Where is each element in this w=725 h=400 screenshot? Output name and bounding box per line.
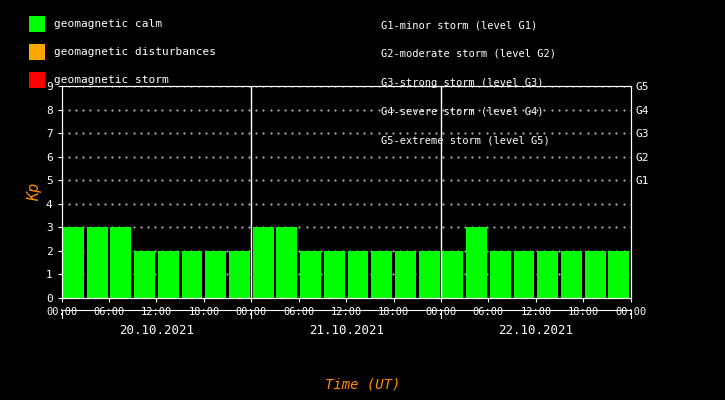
Bar xyxy=(371,251,392,298)
Text: G1-minor storm (level G1): G1-minor storm (level G1) xyxy=(381,20,537,30)
Bar xyxy=(490,251,510,298)
Text: 21.10.2021: 21.10.2021 xyxy=(309,324,384,336)
Bar xyxy=(300,251,321,298)
Bar xyxy=(513,251,534,298)
Bar xyxy=(537,251,558,298)
Text: 20.10.2021: 20.10.2021 xyxy=(119,324,194,336)
Bar xyxy=(205,251,226,298)
Bar xyxy=(110,227,131,298)
Bar xyxy=(229,251,250,298)
Text: geomagnetic calm: geomagnetic calm xyxy=(54,19,162,29)
Bar xyxy=(608,251,629,298)
Bar xyxy=(182,251,202,298)
Text: G5-extreme storm (level G5): G5-extreme storm (level G5) xyxy=(381,135,550,145)
Bar xyxy=(87,227,107,298)
Text: geomagnetic disturbances: geomagnetic disturbances xyxy=(54,47,215,57)
Bar xyxy=(158,251,179,298)
Bar xyxy=(253,227,273,298)
Bar xyxy=(585,251,605,298)
Bar xyxy=(347,251,368,298)
Text: G3-strong storm (level G3): G3-strong storm (level G3) xyxy=(381,78,543,88)
Text: G2-moderate storm (level G2): G2-moderate storm (level G2) xyxy=(381,49,555,59)
Text: Time (UT): Time (UT) xyxy=(325,377,400,391)
Bar xyxy=(561,251,582,298)
Bar xyxy=(395,251,416,298)
Bar xyxy=(276,227,297,298)
Bar xyxy=(324,251,345,298)
Bar xyxy=(442,251,463,298)
Text: 22.10.2021: 22.10.2021 xyxy=(498,324,573,336)
Text: G4-severe storm (level G4): G4-severe storm (level G4) xyxy=(381,106,543,116)
Bar xyxy=(134,251,155,298)
Bar xyxy=(466,227,487,298)
Y-axis label: Kp: Kp xyxy=(27,183,41,201)
Bar xyxy=(419,251,439,298)
Text: geomagnetic storm: geomagnetic storm xyxy=(54,75,168,85)
Bar xyxy=(63,227,84,298)
